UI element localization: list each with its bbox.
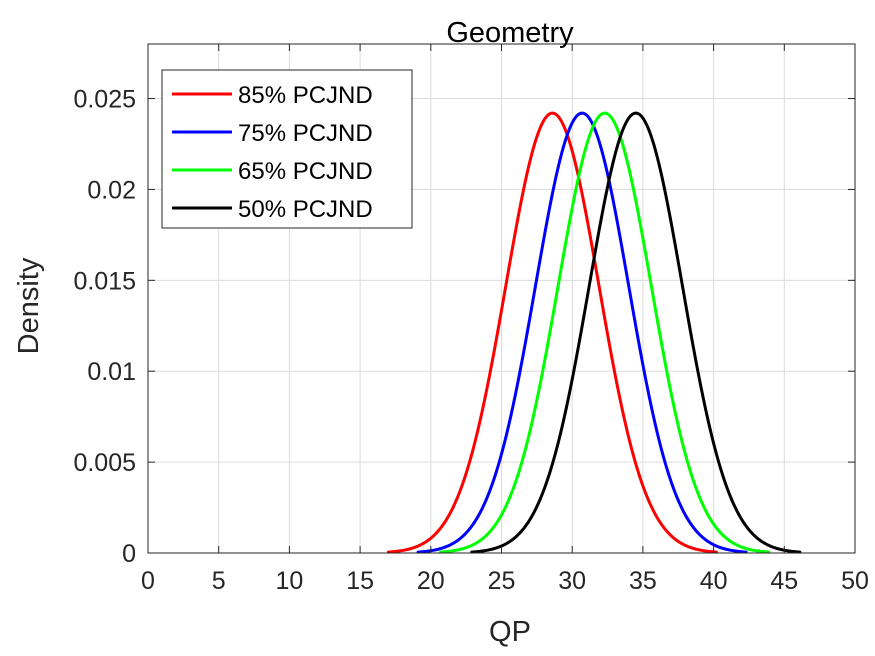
x-tick-label: 30 [558, 567, 586, 595]
series-line [386, 111, 718, 554]
x-gridlines [218, 44, 785, 553]
x-tick-label: 15 [346, 567, 374, 595]
series-lines [386, 111, 802, 554]
x-tick-label: 50 [841, 567, 869, 595]
x-tick-label: 10 [275, 567, 303, 595]
x-tick-label: 35 [629, 567, 657, 595]
legend-label: 65% PCJND [238, 158, 373, 185]
x-tick-label: 40 [700, 567, 728, 595]
x-tick-label: 20 [417, 567, 445, 595]
x-tick-labels: 0 5 10 15 20 25 30 35 40 45 50 [141, 567, 869, 595]
series-line [439, 111, 771, 554]
series-line [416, 111, 748, 554]
x-tick-label: 5 [212, 567, 226, 595]
legend-label: 85% PCJND [238, 82, 373, 109]
y-tick-label: 0.025 [73, 86, 136, 114]
y-axis-title: Density [13, 257, 45, 354]
legend-box [161, 69, 413, 229]
legend: 85% PCJND 75% PCJND 65% PCJND 50% PCJND [161, 69, 413, 229]
legend-items: 85% PCJND 75% PCJND 65% PCJND 50% PCJND [172, 82, 373, 223]
chart-title: Geometry [446, 17, 574, 49]
x-axis-title: QP [489, 616, 531, 648]
x-tick-label: 0 [141, 567, 155, 595]
y-tick-label: 0.02 [87, 176, 136, 204]
y-tick-label: 0.015 [73, 267, 136, 295]
legend-label: 50% PCJND [238, 196, 373, 223]
x-tick-label: 25 [488, 567, 516, 595]
y-tick-label: 0.01 [87, 358, 136, 386]
x-tick-label: 45 [770, 567, 798, 595]
y-tick-label: 0.005 [73, 449, 136, 477]
legend-label: 75% PCJND [238, 120, 373, 147]
axis-ticks [147, 44, 856, 554]
y-tick-label: 0 [122, 540, 136, 568]
series-line [470, 111, 802, 554]
y-tick-labels: 0 0.005 0.01 0.015 0.02 0.025 [73, 86, 136, 568]
